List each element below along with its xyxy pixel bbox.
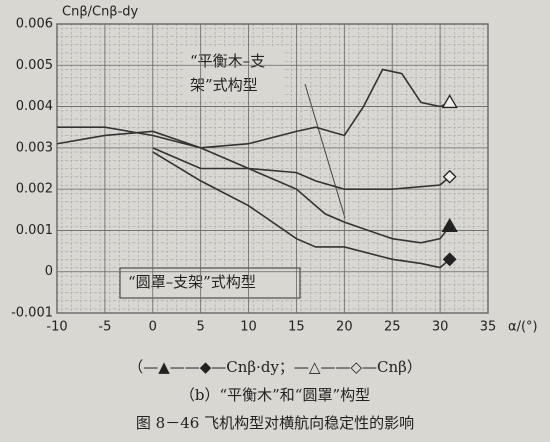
x-axis-label: α/(°) xyxy=(508,320,538,335)
x-tick-label: 10 xyxy=(240,320,257,335)
series-line xyxy=(152,151,451,269)
marker xyxy=(442,252,457,267)
y-tick-label: 0.004 xyxy=(16,99,53,114)
x-tick-label: 20 xyxy=(336,320,353,335)
marker xyxy=(441,218,458,232)
annotation: “平衡木–支 xyxy=(190,52,265,70)
x-tick-label: 0 xyxy=(149,320,157,335)
series-line xyxy=(57,68,451,149)
annotation: 架”式构型 xyxy=(190,76,258,94)
marker xyxy=(441,94,458,109)
x-tick-label: 5 xyxy=(197,320,205,335)
x-tick-label: -5 xyxy=(98,320,111,335)
y-axis-label: Cnβ/Cnβ-dy xyxy=(62,5,139,20)
y-tick-label: 0.003 xyxy=(16,140,53,155)
caption: 图 8－46 飞机构型对横航向稳定性的影响 xyxy=(136,414,414,432)
y-tick-label: -0.001 xyxy=(11,306,53,321)
x-tick-label: 25 xyxy=(384,320,401,335)
legend-text: （—▲——◆—Cnβ·dy；—△——◇—Cnβ） xyxy=(128,358,422,376)
y-tick-label: 0.001 xyxy=(16,223,53,238)
y-tick-label: 0.002 xyxy=(16,182,53,197)
annotation-box xyxy=(183,46,283,100)
series-line xyxy=(152,147,451,190)
annotation-box xyxy=(119,267,301,299)
x-tick-label: 30 xyxy=(432,320,449,335)
x-tick-label: -10 xyxy=(46,320,67,335)
annotation: “圆罩–支架”式构型 xyxy=(128,273,256,291)
marker xyxy=(442,169,457,184)
x-tick-label: 15 xyxy=(288,320,305,335)
subcaption: （b）“平衡木”和“圆罩”构型 xyxy=(180,386,370,404)
series-line xyxy=(56,130,451,244)
y-tick-label: 0.006 xyxy=(16,17,53,32)
y-tick-label: 0.005 xyxy=(16,58,53,73)
x-tick-label: 35 xyxy=(480,320,497,335)
y-tick-label: 0 xyxy=(45,264,53,279)
